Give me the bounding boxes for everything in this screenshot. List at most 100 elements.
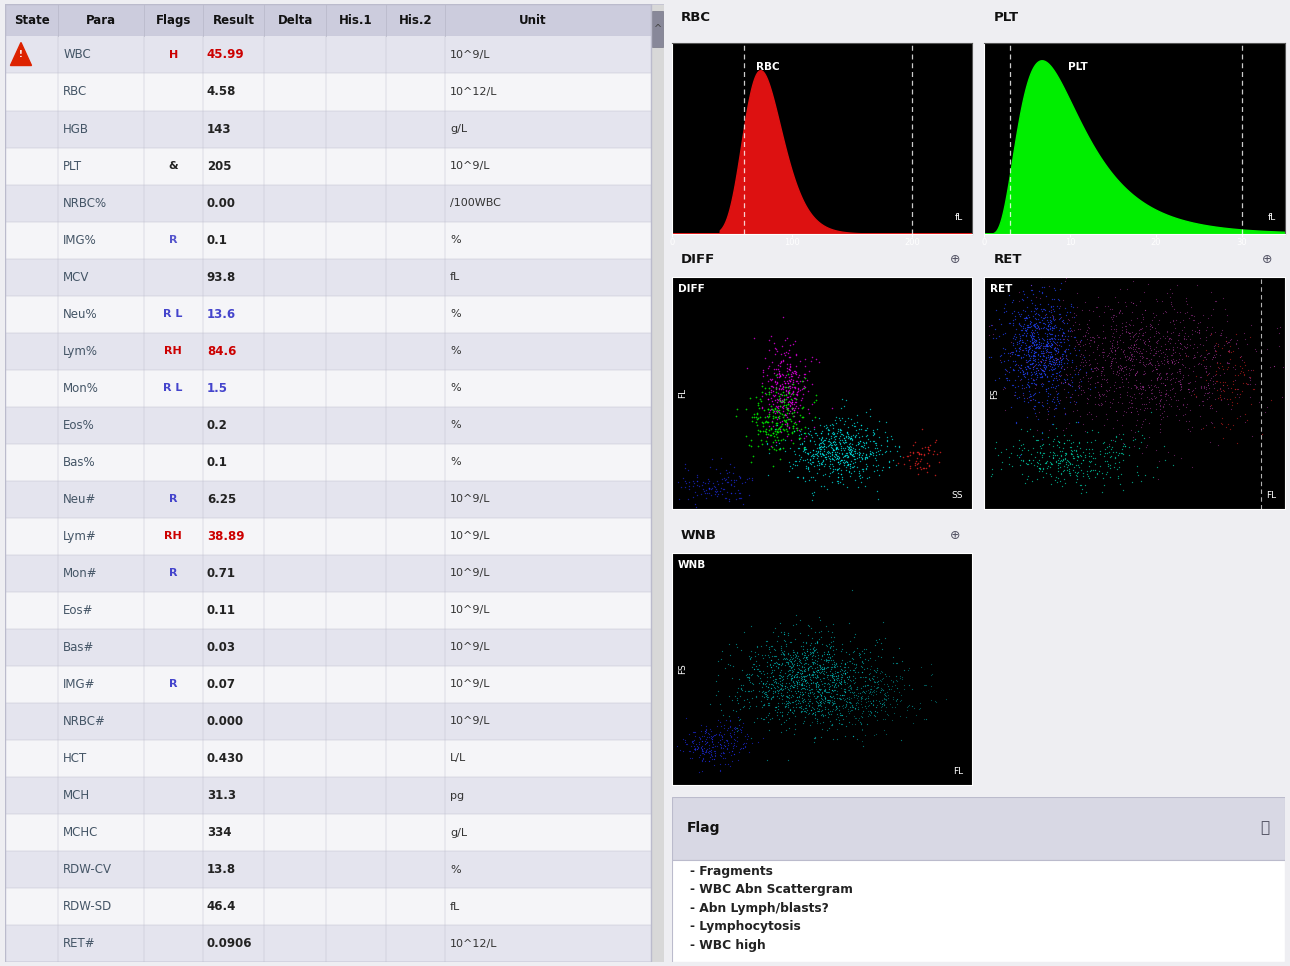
FancyBboxPatch shape bbox=[5, 4, 651, 37]
Text: RET: RET bbox=[993, 253, 1022, 266]
Text: WBC: WBC bbox=[63, 48, 90, 62]
Text: Delta: Delta bbox=[277, 14, 312, 27]
Text: 31.3: 31.3 bbox=[206, 789, 236, 802]
FancyBboxPatch shape bbox=[672, 860, 1285, 962]
Text: 13.8: 13.8 bbox=[206, 863, 236, 876]
FancyBboxPatch shape bbox=[5, 443, 651, 481]
Text: %: % bbox=[450, 420, 461, 430]
Text: IMG#: IMG# bbox=[63, 678, 95, 691]
Text: 0.000: 0.000 bbox=[206, 715, 244, 728]
Text: 10^9/L: 10^9/L bbox=[450, 495, 490, 504]
Text: 0.07: 0.07 bbox=[206, 678, 236, 691]
FancyBboxPatch shape bbox=[5, 407, 651, 443]
Text: RET#: RET# bbox=[63, 937, 95, 951]
FancyBboxPatch shape bbox=[5, 370, 651, 407]
Text: 38.89: 38.89 bbox=[206, 529, 244, 543]
Text: Result: Result bbox=[213, 14, 255, 27]
FancyBboxPatch shape bbox=[5, 221, 651, 259]
FancyBboxPatch shape bbox=[5, 518, 651, 554]
Text: R: R bbox=[169, 568, 178, 579]
Text: 10^9/L: 10^9/L bbox=[450, 531, 490, 541]
Text: ^: ^ bbox=[654, 24, 662, 34]
Text: g/L: g/L bbox=[450, 124, 467, 134]
FancyBboxPatch shape bbox=[5, 592, 651, 629]
Text: R: R bbox=[169, 495, 178, 504]
FancyBboxPatch shape bbox=[5, 777, 651, 814]
Text: PLT: PLT bbox=[63, 159, 83, 173]
Text: ⊕: ⊕ bbox=[949, 253, 960, 266]
Text: RH: RH bbox=[164, 346, 182, 356]
Text: 6.25: 6.25 bbox=[206, 493, 236, 506]
Text: %: % bbox=[450, 346, 461, 356]
Text: His.1: His.1 bbox=[339, 14, 373, 27]
FancyBboxPatch shape bbox=[5, 740, 651, 777]
Text: %: % bbox=[450, 235, 461, 245]
Text: Bas#: Bas# bbox=[63, 640, 94, 654]
FancyBboxPatch shape bbox=[5, 185, 651, 221]
Text: NRBC%: NRBC% bbox=[63, 196, 107, 210]
Text: H: H bbox=[169, 50, 178, 60]
Text: 0.0906: 0.0906 bbox=[206, 937, 253, 951]
FancyBboxPatch shape bbox=[5, 629, 651, 666]
FancyBboxPatch shape bbox=[5, 110, 651, 148]
Text: Flag: Flag bbox=[688, 821, 721, 836]
Text: 10^9/L: 10^9/L bbox=[450, 606, 490, 615]
Text: %: % bbox=[450, 384, 461, 393]
Text: Para: Para bbox=[85, 14, 116, 27]
Text: 10^9/L: 10^9/L bbox=[450, 717, 490, 726]
Text: HCT: HCT bbox=[63, 752, 88, 765]
Text: !: ! bbox=[19, 50, 23, 60]
FancyBboxPatch shape bbox=[5, 814, 651, 851]
Text: Bas%: Bas% bbox=[63, 456, 95, 469]
Text: R: R bbox=[169, 235, 178, 245]
Text: pg: pg bbox=[450, 790, 464, 801]
FancyBboxPatch shape bbox=[5, 37, 651, 73]
FancyBboxPatch shape bbox=[5, 851, 651, 888]
Text: 334: 334 bbox=[206, 826, 231, 839]
Text: 46.4: 46.4 bbox=[206, 900, 236, 913]
Text: Eos%: Eos% bbox=[63, 418, 95, 432]
Text: 45.99: 45.99 bbox=[206, 48, 244, 62]
Text: RH: RH bbox=[164, 531, 182, 541]
Text: HGB: HGB bbox=[63, 123, 89, 135]
Text: 10^12/L: 10^12/L bbox=[450, 939, 498, 949]
Text: MCV: MCV bbox=[63, 270, 89, 284]
Text: 0.00: 0.00 bbox=[206, 196, 236, 210]
Text: IMG%: IMG% bbox=[63, 234, 97, 246]
Text: R L: R L bbox=[164, 309, 183, 319]
Text: His.2: His.2 bbox=[399, 14, 432, 27]
Text: R L: R L bbox=[164, 384, 183, 393]
Text: %: % bbox=[450, 865, 461, 874]
Text: DIFF: DIFF bbox=[681, 253, 715, 266]
FancyBboxPatch shape bbox=[651, 4, 664, 962]
Text: 13.6: 13.6 bbox=[206, 307, 236, 321]
FancyBboxPatch shape bbox=[672, 797, 1285, 860]
Text: 93.8: 93.8 bbox=[206, 270, 236, 284]
Text: 0.2: 0.2 bbox=[206, 418, 227, 432]
Text: 10^9/L: 10^9/L bbox=[450, 161, 490, 171]
Text: Lym%: Lym% bbox=[63, 345, 98, 357]
FancyBboxPatch shape bbox=[5, 925, 651, 962]
Text: %: % bbox=[450, 457, 461, 468]
Text: 205: 205 bbox=[206, 159, 231, 173]
FancyBboxPatch shape bbox=[5, 888, 651, 925]
Text: %: % bbox=[450, 309, 461, 319]
Text: MCH: MCH bbox=[63, 789, 90, 802]
Polygon shape bbox=[10, 43, 31, 66]
Text: Eos#: Eos# bbox=[63, 604, 94, 617]
Text: fL: fL bbox=[450, 272, 461, 282]
Text: 0.03: 0.03 bbox=[206, 640, 236, 654]
Text: L/L: L/L bbox=[450, 753, 466, 763]
Text: MCHC: MCHC bbox=[63, 826, 98, 839]
Text: 10^9/L: 10^9/L bbox=[450, 50, 490, 60]
Text: 0.1: 0.1 bbox=[206, 456, 227, 469]
Text: - WBC high: - WBC high bbox=[690, 939, 766, 952]
FancyBboxPatch shape bbox=[5, 481, 651, 518]
Text: 1.5: 1.5 bbox=[206, 382, 228, 395]
Text: Neu#: Neu# bbox=[63, 493, 97, 506]
Text: ⊕: ⊕ bbox=[1263, 253, 1273, 266]
Text: ⤢: ⤢ bbox=[1260, 821, 1269, 836]
Text: 143: 143 bbox=[206, 123, 231, 135]
Text: - WBC Abn Scattergram: - WBC Abn Scattergram bbox=[690, 883, 853, 896]
Text: Mon#: Mon# bbox=[63, 567, 98, 580]
